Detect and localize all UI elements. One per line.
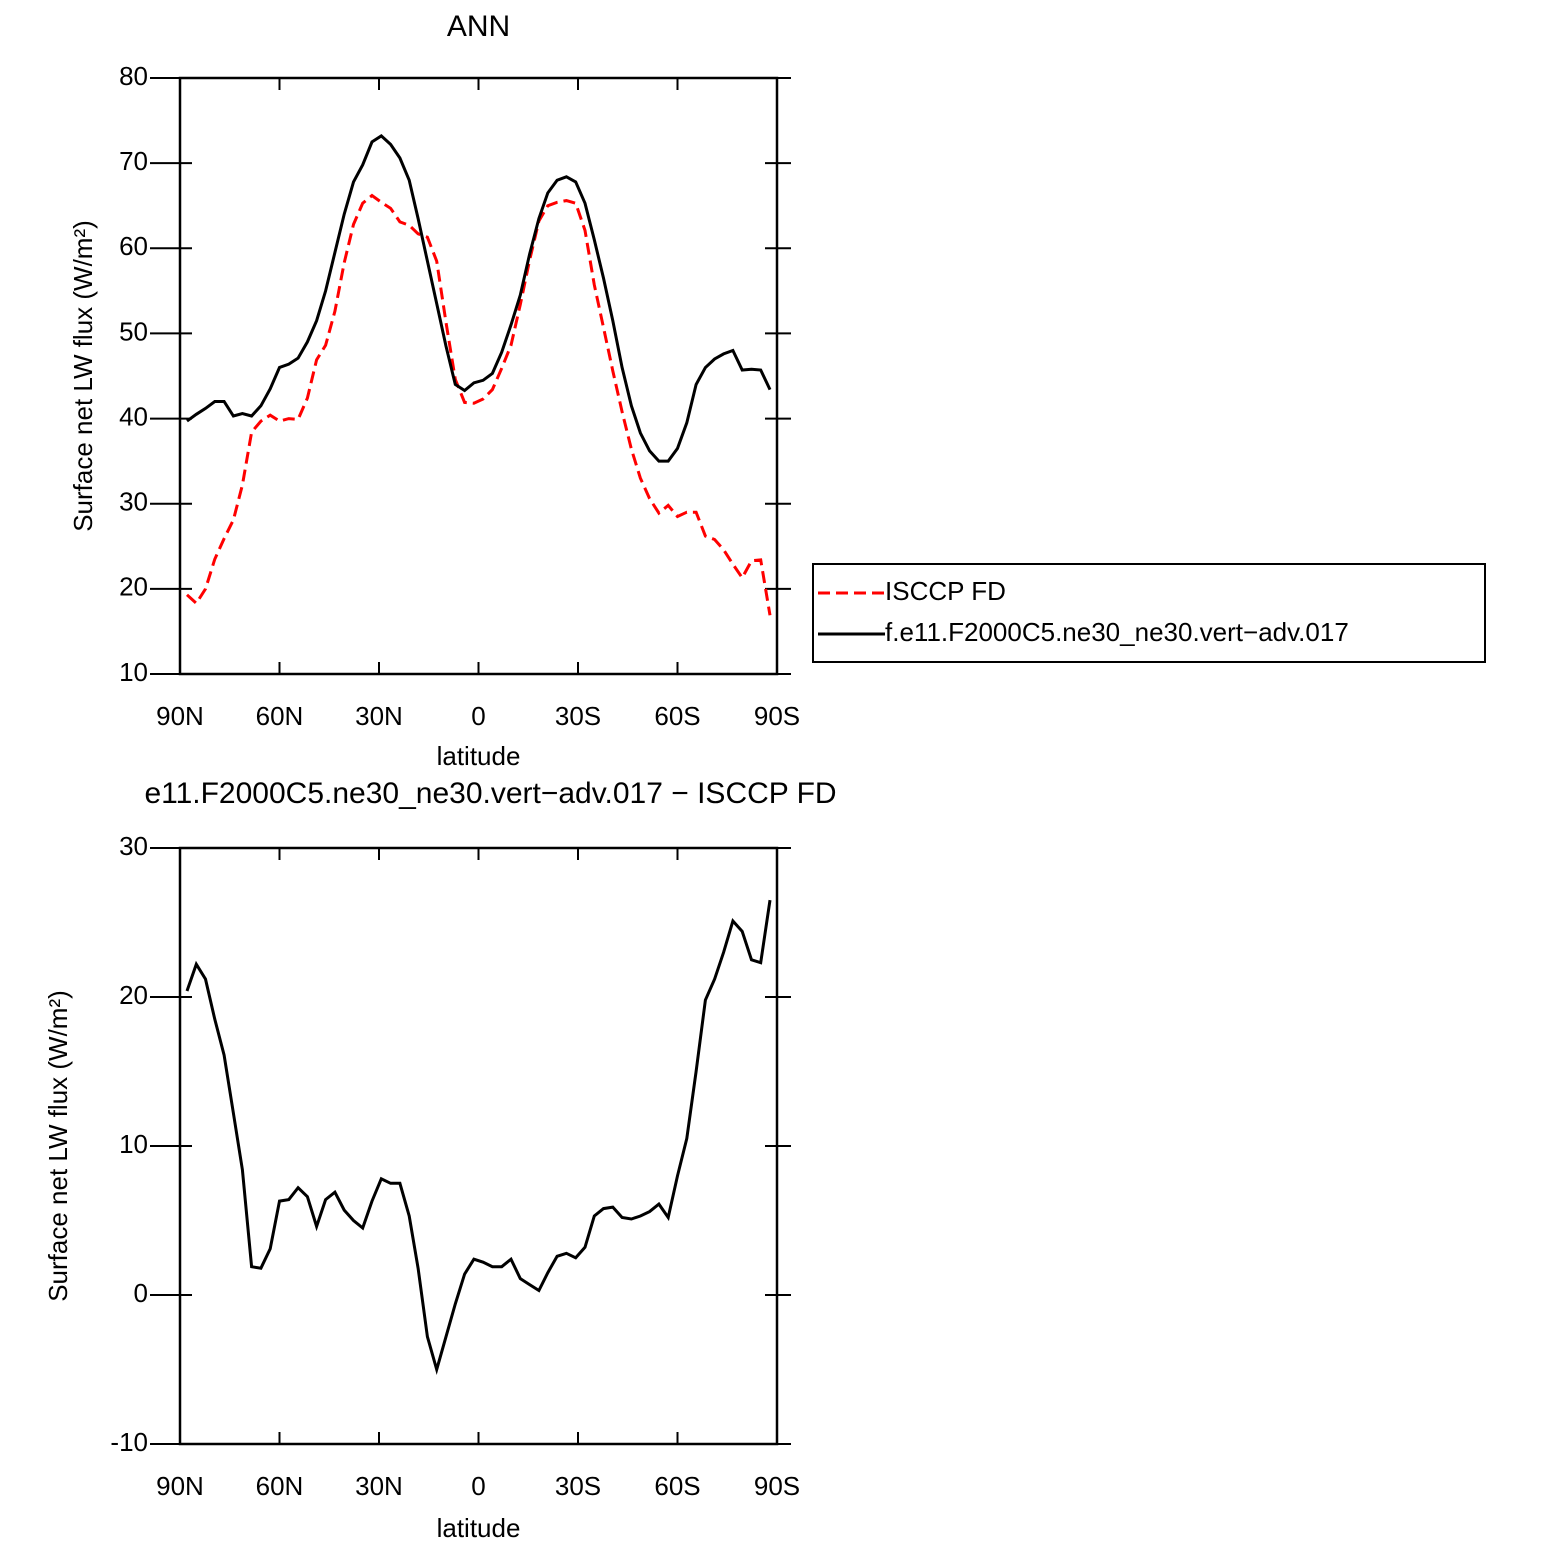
x-tick-label: 90N bbox=[156, 1471, 204, 1501]
y-tick-label: 10 bbox=[119, 657, 148, 687]
y-axis-label: Surface net LW flux (W/m²) bbox=[43, 990, 73, 1302]
x-tick-label: 90S bbox=[754, 701, 800, 731]
y-tick-label: -10 bbox=[110, 1427, 148, 1457]
y-tick-label: 30 bbox=[119, 487, 148, 517]
x-tick-label: 60S bbox=[654, 701, 700, 731]
y-tick-label: 60 bbox=[119, 231, 148, 261]
x-tick-label: 30S bbox=[555, 1471, 601, 1501]
y-tick-label: 40 bbox=[119, 401, 148, 431]
y-tick-label: 20 bbox=[119, 572, 148, 602]
plot-frame bbox=[178, 846, 779, 1446]
y-tick-label: 50 bbox=[119, 316, 148, 346]
legend-box bbox=[812, 563, 1486, 663]
x-axis-label: latitude bbox=[437, 741, 521, 771]
y-tick-label: 20 bbox=[119, 980, 148, 1010]
legend-label: ISCCP FD bbox=[885, 576, 1006, 606]
x-tick-label: 30S bbox=[555, 701, 601, 731]
x-tick-label: 60S bbox=[654, 1471, 700, 1501]
y-tick-label: 10 bbox=[119, 1129, 148, 1159]
data-line bbox=[186, 134, 772, 463]
y-tick-label: 30 bbox=[119, 831, 148, 861]
data-line bbox=[185, 899, 772, 1375]
x-axis-label: latitude bbox=[437, 1513, 521, 1543]
x-tick-label: 0 bbox=[471, 1471, 485, 1501]
x-tick-label: 30N bbox=[355, 701, 403, 731]
x-tick-label: 90N bbox=[156, 701, 204, 731]
x-tick-label: 90S bbox=[754, 1471, 800, 1501]
data-line bbox=[185, 193, 772, 616]
chart-title: e11.F2000C5.ne30_ne30.vert−adv.017 − ISC… bbox=[144, 777, 836, 810]
plot-frame bbox=[178, 76, 779, 676]
y-tick-label: 70 bbox=[119, 146, 148, 176]
x-tick-label: 0 bbox=[471, 701, 485, 731]
y-tick-label: 0 bbox=[134, 1278, 148, 1308]
chart-title: ANN bbox=[447, 10, 510, 43]
y-axis-label: Surface net LW flux (W/m²) bbox=[68, 220, 98, 532]
legend-label: f.e11.F2000C5.ne30_ne30.vert−adv.017 bbox=[885, 617, 1349, 647]
x-tick-label: 60N bbox=[256, 1471, 304, 1501]
y-tick-label: 80 bbox=[119, 61, 148, 91]
x-tick-label: 30N bbox=[355, 1471, 403, 1501]
x-tick-label: 60N bbox=[256, 701, 304, 731]
